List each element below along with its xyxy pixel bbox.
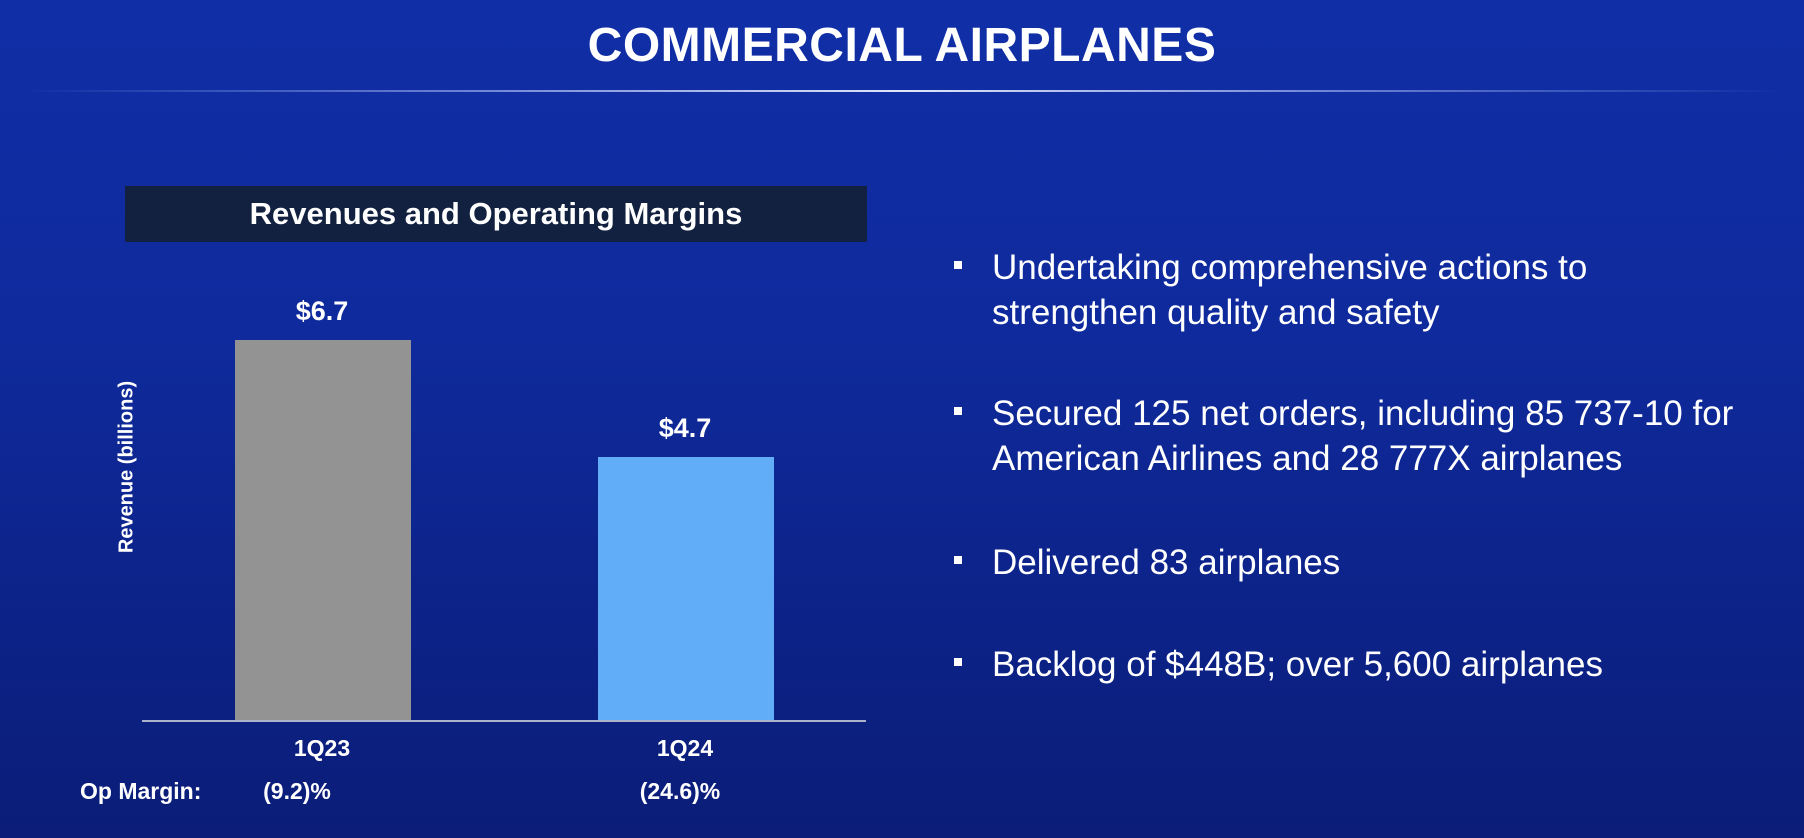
bullet-square-icon (954, 556, 962, 564)
op-margin-1q24: (24.6)% (639, 778, 721, 804)
bullet-square-icon (954, 658, 962, 666)
bullet-text: Delivered 83 airplanes (992, 543, 1341, 582)
bullet-item: Undertaking comprehensive actions to str… (950, 245, 1770, 335)
bullet-text: Secured 125 net orders, including 85 737… (992, 394, 1734, 478)
bar-value-label-1q23: $6.7 (295, 296, 349, 326)
x-axis-tick-1q24: 1Q24 (656, 735, 714, 761)
bullet-square-icon (954, 261, 962, 269)
bar-1q24 (598, 457, 774, 720)
op-margin-label: Op Margin: (80, 778, 202, 804)
chart-title: Revenues and Operating Margins (125, 186, 867, 242)
bullet-item: Delivered 83 airplanes (950, 540, 1770, 585)
slide-title: COMMERCIAL AIRPLANES (587, 19, 1217, 72)
op-margin-1q23: (9.2)% (263, 778, 331, 804)
bullet-item: Secured 125 net orders, including 85 737… (950, 391, 1770, 481)
bullet-text: Undertaking comprehensive actions to str… (992, 248, 1588, 332)
bar-1q23 (235, 340, 411, 720)
bullet-square-icon (954, 407, 962, 415)
x-axis-line (142, 720, 866, 722)
y-axis-label: Revenue (billions) (115, 380, 138, 554)
title-divider (20, 90, 1784, 92)
bar-value-label-1q24: $4.7 (658, 413, 712, 443)
bullet-item: Backlog of $448B; over 5,600 airplanes (950, 642, 1770, 687)
x-axis-tick-1q23: 1Q23 (293, 735, 351, 761)
bullet-text: Backlog of $448B; over 5,600 airplanes (992, 645, 1603, 684)
